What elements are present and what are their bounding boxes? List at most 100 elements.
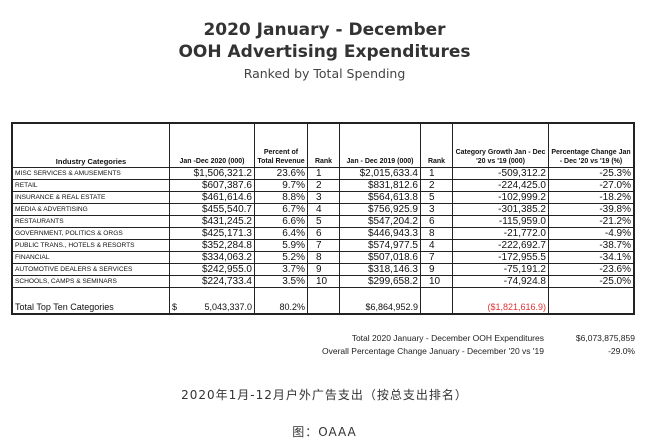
- cell-value-2020: $607,387.6: [169, 179, 255, 192]
- header-rank-2020: Rank: [307, 122, 340, 168]
- cell-category: PUBLIC TRANS., HOTELS & RESORTS: [11, 239, 170, 252]
- cell-value-2020: $334,063.2: [169, 251, 255, 264]
- total-pct: 80.2%: [254, 287, 308, 315]
- cell-growth: -222,692.7: [452, 239, 549, 252]
- cell-category: GOVERNMENT, POLITICS & ORGS: [11, 227, 170, 240]
- cell-percent: 6.7%: [254, 203, 308, 216]
- cell-value-2020: $425,171.3: [169, 227, 255, 240]
- cell-percent: 5.9%: [254, 239, 308, 252]
- cell-rank-2020: 3: [307, 191, 340, 204]
- total-growth: ($1,821,616.9): [452, 287, 549, 315]
- cell-value-2019: $507,018.6: [339, 251, 421, 264]
- cell-rank-2019: 2: [420, 179, 453, 192]
- cell-rank-2020: 9: [307, 263, 340, 276]
- cell-rank-2019: 10: [420, 275, 453, 288]
- cell-rank-2019: 5: [420, 191, 453, 204]
- table-row: FINANCIAL $334,063.2 5.2% 8 $507,018.6 7 -172,…: [11, 251, 635, 264]
- total-rank-empty: [307, 287, 340, 315]
- total-2019: $6,864,952.9: [339, 287, 421, 315]
- summary-change-label: Overall Percentage Change January - Dece…: [321, 346, 544, 356]
- cell-category: SCHOOLS, CAMPS & SEMINARS: [11, 275, 170, 288]
- cell-rank-2020: 10: [307, 275, 340, 288]
- cell-rank-2019: 7: [420, 251, 453, 264]
- subtitle-ranked: Ranked by Total Spending: [243, 66, 406, 81]
- cell-percent: 3.5%: [254, 275, 308, 288]
- table-row: PUBLIC TRANS., HOTELS & RESORTS $352,284.…: [11, 239, 635, 252]
- table-row: GOVERNMENT, POLITICS & ORGS $425,171.3 6.4…: [11, 227, 635, 240]
- cell-rank-2019: 8: [420, 227, 453, 240]
- cell-percent: 23.6%: [254, 167, 308, 180]
- summary-total-label: Total 2020 January - December OOH Expend…: [351, 333, 544, 343]
- table-row: AUTOMOTIVE DEALERS & SERVICES $242,955.0 3…: [11, 263, 635, 276]
- source: 图：OAAA: [292, 425, 357, 439]
- cell-category: RETAIL: [11, 179, 170, 192]
- cell-percent: 5.2%: [254, 251, 308, 264]
- total-2020-value: 5,043,337.0: [204, 302, 252, 312]
- header-percent: Percent of Total Revenue: [254, 122, 308, 168]
- cell-value-2019: $831,812.6: [339, 179, 421, 192]
- cell-value-2020: $461,614.6: [169, 191, 255, 204]
- table-row: RESTAURANTS $431,245.2 6.6% 5 $547,204.2 6 -11…: [11, 215, 635, 228]
- cell-growth: -115,959.0: [452, 215, 549, 228]
- cell-value-2020: $455,540.7: [169, 203, 255, 216]
- cell-growth: -509,312.2: [452, 167, 549, 180]
- cell-rank-2020: 4: [307, 203, 340, 216]
- total-rank2-empty: [420, 287, 453, 315]
- cell-growth: -224,425.0: [452, 179, 549, 192]
- total-change-empty: [548, 287, 635, 315]
- cell-value-2019: $564,613.8: [339, 191, 421, 204]
- currency: $: [172, 302, 178, 312]
- expenditures-table: Industry Categories Jan -Dec 2020 (000) …: [11, 122, 635, 315]
- table-row: RETAIL $607,387.6 9.7% 2 $831,812.6 2 -224,425…: [11, 179, 635, 192]
- cell-pct-change: -39.8%: [548, 203, 635, 216]
- cell-value-2020: $242,955.0: [169, 263, 255, 276]
- header-industry: Industry Categories: [11, 122, 170, 168]
- cell-rank-2019: 9: [420, 263, 453, 276]
- cell-percent: 8.8%: [254, 191, 308, 204]
- cell-rank-2020: 8: [307, 251, 340, 264]
- summary-change-value: -29.0%: [608, 346, 635, 356]
- cell-category: AUTOMOTIVE DEALERS & SERVICES: [11, 263, 170, 276]
- cell-rank-2019: 3: [420, 203, 453, 216]
- cell-pct-change: -25.0%: [548, 275, 635, 288]
- cell-category: MEDIA & ADVERTISING: [11, 203, 170, 216]
- cell-growth: -172,955.5: [452, 251, 549, 264]
- cell-rank-2020: 2: [307, 179, 340, 192]
- total-row: Total Top Ten Categories $5,043,337.0 80…: [11, 287, 635, 315]
- cell-value-2020: $1,506,321.2: [169, 167, 255, 180]
- cell-value-2020: $431,245.2: [169, 215, 255, 228]
- cell-pct-change: -27.0%: [548, 179, 635, 192]
- cell-rank-2019: 6: [420, 215, 453, 228]
- cell-value-2019: $299,658.2: [339, 275, 421, 288]
- cell-category: INSURANCE & REAL ESTATE: [11, 191, 170, 204]
- header-2020: Jan -Dec 2020 (000): [169, 122, 255, 168]
- total-label: Total Top Ten Categories: [11, 287, 170, 315]
- cell-growth: -74,924.8: [452, 275, 549, 288]
- cell-category: MISC SERVICES & AMUSEMENTS: [11, 167, 170, 180]
- cell-growth: -21,772.0: [452, 227, 549, 240]
- cell-value-2020: $224,733.4: [169, 275, 255, 288]
- cell-value-2019: $756,925.9: [339, 203, 421, 216]
- cell-rank-2020: 5: [307, 215, 340, 228]
- subtitle: OOH Advertising Expenditures: [178, 42, 471, 62]
- cell-growth: -75,191.2: [452, 263, 549, 276]
- header-growth: Category Growth Jan - Dec '20 vs '19 (00…: [452, 122, 549, 168]
- cell-pct-change: -4.9%: [548, 227, 635, 240]
- table-row: INSURANCE & REAL ESTATE $461,614.6 8.8% 3 $5…: [11, 191, 635, 204]
- table-row: MISC SERVICES & AMUSEMENTS $1,506,321.2 23…: [11, 167, 635, 180]
- cell-rank-2020: 6: [307, 227, 340, 240]
- caption: 2020年1月-12月户外广告支出（按总支出排名）: [181, 388, 468, 402]
- cell-value-2019: $446,943.3: [339, 227, 421, 240]
- cell-value-2019: $2,015,633.4: [339, 167, 421, 180]
- table-row: SCHOOLS, CAMPS & SEMINARS $224,733.4 3.5% 1…: [11, 275, 635, 288]
- cell-pct-change: -38.7%: [548, 239, 635, 252]
- cell-percent: 3.7%: [254, 263, 308, 276]
- header-rank-2019: Rank: [420, 122, 453, 168]
- cell-pct-change: -18.2%: [548, 191, 635, 204]
- header-pct-change: Percentage Change Jan - Dec '20 vs '19 (…: [548, 122, 635, 168]
- cell-rank-2020: 1: [307, 167, 340, 180]
- cell-pct-change: -21.2%: [548, 215, 635, 228]
- cell-value-2019: $318,146.3: [339, 263, 421, 276]
- cell-value-2020: $352,284.8: [169, 239, 255, 252]
- cell-category: RESTAURANTS: [11, 215, 170, 228]
